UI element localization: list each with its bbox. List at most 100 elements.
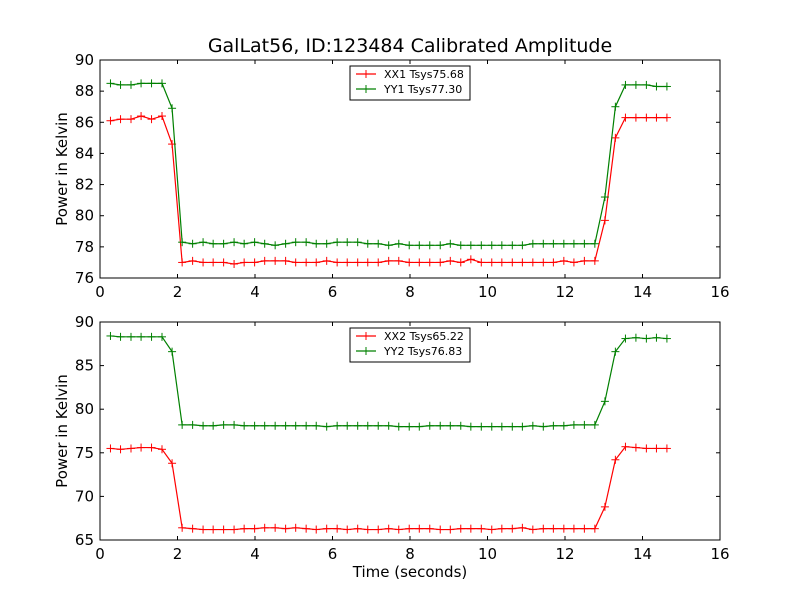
data-point bbox=[518, 241, 527, 250]
data-point bbox=[333, 258, 342, 267]
data-point bbox=[631, 113, 640, 122]
data-point bbox=[209, 525, 218, 534]
data-point bbox=[250, 238, 259, 247]
data-point bbox=[446, 421, 455, 430]
data-point bbox=[611, 347, 620, 356]
data-point bbox=[178, 420, 187, 429]
y-tick-label: 75 bbox=[75, 444, 94, 462]
data-point bbox=[240, 258, 249, 267]
data-point bbox=[425, 524, 434, 533]
legend-box bbox=[349, 65, 471, 101]
data-point bbox=[611, 455, 620, 464]
data-point bbox=[291, 238, 300, 247]
y-tick-label: 80 bbox=[75, 207, 94, 225]
data-point bbox=[106, 331, 115, 340]
data-point bbox=[539, 258, 548, 267]
x-tick-label: 10 bbox=[478, 283, 497, 301]
data-point bbox=[405, 524, 414, 533]
data-point bbox=[436, 421, 445, 430]
data-point bbox=[539, 524, 548, 533]
data-point bbox=[353, 258, 362, 267]
data-point bbox=[631, 80, 640, 89]
data-point bbox=[147, 332, 156, 341]
x-tick-label: 4 bbox=[250, 545, 260, 563]
data-point bbox=[260, 256, 269, 265]
data-point bbox=[312, 239, 321, 248]
data-point bbox=[642, 444, 651, 453]
data-point bbox=[559, 256, 568, 265]
data-point bbox=[600, 397, 609, 406]
data-point bbox=[219, 525, 228, 534]
x-tick-label: 14 bbox=[633, 283, 652, 301]
data-point bbox=[116, 80, 125, 89]
data-point bbox=[291, 421, 300, 430]
data-point bbox=[415, 258, 424, 267]
y-tick-label: 90 bbox=[75, 313, 94, 331]
data-point bbox=[219, 420, 228, 429]
data-point bbox=[477, 422, 486, 431]
data-point bbox=[528, 421, 537, 430]
data-point bbox=[271, 523, 280, 532]
data-point bbox=[199, 238, 208, 247]
data-point bbox=[508, 241, 517, 250]
data-point bbox=[569, 524, 578, 533]
data-point bbox=[333, 524, 342, 533]
data-point bbox=[343, 525, 352, 534]
legend-box bbox=[349, 327, 471, 363]
data-point bbox=[209, 421, 218, 430]
data-point bbox=[312, 258, 321, 267]
data-point bbox=[662, 82, 671, 91]
x-tick-label: 0 bbox=[95, 283, 105, 301]
x-tick-label: 2 bbox=[173, 283, 183, 301]
data-point bbox=[436, 258, 445, 267]
y-tick-label: 82 bbox=[75, 176, 94, 194]
data-point bbox=[219, 239, 228, 248]
data-point bbox=[178, 523, 187, 532]
y-axis-label: Power in Kelvin bbox=[53, 374, 71, 488]
data-point bbox=[127, 115, 135, 124]
data-point bbox=[394, 256, 403, 265]
data-point bbox=[549, 524, 558, 533]
data-point bbox=[322, 524, 331, 533]
data-point bbox=[384, 421, 393, 430]
data-point bbox=[549, 258, 558, 267]
data-point bbox=[446, 525, 455, 534]
data-point bbox=[611, 133, 620, 142]
data-point bbox=[621, 442, 630, 451]
x-tick-label: 16 bbox=[710, 545, 729, 563]
data-point bbox=[662, 334, 671, 343]
data-point bbox=[250, 258, 259, 267]
y-tick-label: 88 bbox=[75, 82, 94, 100]
data-point bbox=[230, 238, 239, 247]
x-tick-label: 2 bbox=[173, 545, 183, 563]
data-point bbox=[580, 524, 589, 533]
data-point bbox=[415, 524, 424, 533]
data-point bbox=[446, 256, 455, 265]
data-point bbox=[219, 258, 228, 267]
data-point bbox=[374, 421, 383, 430]
data-point bbox=[363, 258, 372, 267]
data-point bbox=[580, 256, 589, 265]
data-point bbox=[539, 239, 548, 248]
data-point bbox=[559, 421, 568, 430]
data-point bbox=[178, 238, 187, 247]
data-point bbox=[487, 258, 496, 267]
data-point bbox=[518, 258, 527, 267]
data-point bbox=[333, 238, 342, 247]
data-point bbox=[580, 420, 589, 429]
y-tick-label: 70 bbox=[75, 487, 94, 505]
data-point bbox=[281, 256, 290, 265]
data-point bbox=[322, 239, 331, 248]
data-point bbox=[106, 79, 115, 88]
data-point bbox=[127, 444, 135, 453]
y-tick-label: 90 bbox=[75, 51, 94, 69]
data-point bbox=[590, 524, 599, 533]
data-point bbox=[127, 80, 135, 89]
data-point bbox=[518, 523, 527, 532]
data-point bbox=[158, 112, 166, 121]
data-point bbox=[600, 502, 609, 511]
data-point bbox=[343, 258, 352, 267]
data-point bbox=[322, 422, 331, 431]
data-point bbox=[559, 239, 568, 248]
